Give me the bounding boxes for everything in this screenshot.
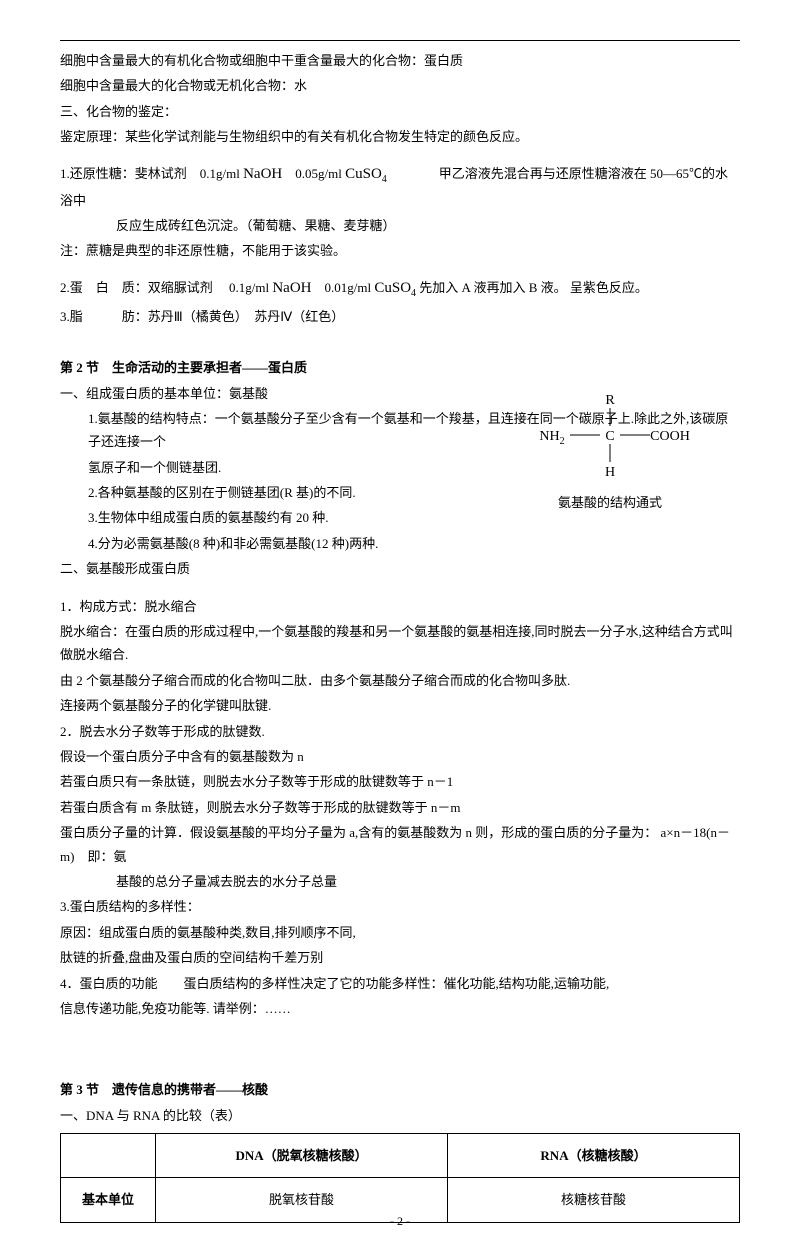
table-col2-header: DNA（脱氧核糖核酸） — [156, 1134, 448, 1178]
page-number: - 2 - — [0, 1211, 800, 1233]
table-col1-header — [61, 1134, 156, 1178]
item1-note: 注：蔗糖是典型的非还原性糖，不能用于该实验。 — [60, 239, 740, 262]
sec2-body10: 3.蛋白质结构的多样性： — [60, 895, 740, 918]
sec2-body12: 肽链的折叠,盘曲及蛋白质的空间结构千差万别 — [60, 946, 740, 969]
formula-nh2-label: NH2 — [539, 429, 564, 447]
table-header-row: DNA（脱氧核糖核酸） RNA（核糖核酸） — [61, 1134, 740, 1178]
sec2-body3: 由 2 个氨基酸分子缩合而成的化合物叫二肽．由多个氨基酸分子缩合而成的化合物叫多… — [60, 669, 740, 692]
sec2-p2-title: 二、氨基酸形成蛋白质 — [60, 557, 740, 580]
amino-acid-formula-box: R NH2 C COOH H 氨基酸的结构通式 — [520, 390, 700, 515]
sec2-body6: 假设一个蛋白质分子中含有的氨基酸数为 n — [60, 745, 740, 768]
sec2-body8: 若蛋白质含有 m 条肽链，则脱去水分子数等于形成的肽键数等于 n－m — [60, 796, 740, 819]
sec3-subtitle: 一、DNA 与 RNA 的比较（表） — [60, 1104, 740, 1127]
sec2-body14: 信息传递功能,免疫功能等. 请举例：…… — [60, 997, 740, 1020]
sec2-body11: 原因：组成蛋白质的氨基酸种类,数目,排列顺序不同, — [60, 921, 740, 944]
item1-text-b: 0.05g/ml — [282, 166, 345, 181]
item2-text-c: 先加入 A 液再加入 B 液。 呈紫色反应。 — [416, 280, 648, 295]
naoh-formula2: NaOH — [272, 280, 311, 296]
amino-acid-structure-icon: R NH2 C COOH H — [530, 390, 690, 480]
item1-text-a: 1.还原性糖：斐林试剂 0.1g/ml — [60, 166, 243, 181]
intro-line3: 三、化合物的鉴定： — [60, 100, 740, 123]
table-col3-header: RNA（核糖核酸） — [448, 1134, 740, 1178]
cuso4-formula: CuSO4 — [345, 166, 387, 182]
section3-title: 第 3 节 遗传信息的携带者——核酸 — [60, 1078, 740, 1101]
item1-cont: 反应生成砖红色沉淀。（葡萄糖、果糖、麦芽糖） — [60, 214, 740, 237]
formula-cooh-label: COOH — [650, 429, 690, 444]
intro-line1: 细胞中含量最大的有机化合物或细胞中干重含量最大的化合物：蛋白质 — [60, 49, 740, 72]
sec2-body9: 蛋白质分子量的计算．假设氨基酸的平均分子量为 a,含有的氨基酸数为 n 则，形成… — [60, 821, 740, 868]
sec2-p1-4: 4.分为必需氨基酸(8 种)和非必需氨基酸(12 种)两种. — [60, 532, 740, 555]
sec2-body9b: 基酸的总分子量减去脱去的水分子总量 — [60, 870, 740, 893]
sec2-body13: 4．蛋白质的功能 蛋白质结构的多样性决定了它的功能多样性：催化功能,结构功能,运… — [60, 972, 740, 995]
formula-caption: 氨基酸的结构通式 — [520, 491, 700, 514]
section2-title: 第 2 节 生命活动的主要承担者——蛋白质 — [60, 356, 740, 379]
cuso4-formula2: CuSO4 — [374, 280, 416, 296]
formula-r-label: R — [605, 393, 615, 408]
identify-item3: 3.脂 肪：苏丹Ⅲ（橘黄色） 苏丹Ⅳ（红色） — [60, 305, 740, 328]
intro-line4: 鉴定原理：某些化学试剂能与生物组织中的有关有机化合物发生特定的颜色反应。 — [60, 125, 740, 148]
sec2-body1: 1．构成方式：脱水缩合 — [60, 595, 740, 618]
item2-text-b: 0.01g/ml — [312, 280, 375, 295]
formula-c-label: C — [605, 429, 614, 444]
item2-text-a: 2.蛋 白 质：双缩脲试剂 0.1g/ml — [60, 280, 272, 295]
intro-line2: 细胞中含量最大的化合物或无机化合物：水 — [60, 74, 740, 97]
sec2-body5: 2．脱去水分子数等于形成的肽键数. — [60, 720, 740, 743]
dna-rna-table: DNA（脱氧核糖核酸） RNA（核糖核酸） 基本单位 脱氧核苷酸 核糖核苷酸 — [60, 1133, 740, 1223]
sec2-body2: 脱水缩合：在蛋白质的形成过程中,一个氨基酸的羧基和另一个氨基酸的氨基相连接,同时… — [60, 620, 740, 667]
sec2-body4: 连接两个氨基酸分子的化学键叫肽键. — [60, 694, 740, 717]
formula-h-label: H — [605, 465, 615, 480]
identify-item1: 1.还原性糖：斐林试剂 0.1g/ml NaOH 0.05g/ml CuSO4 … — [60, 161, 740, 212]
naoh-formula: NaOH — [243, 166, 282, 182]
sec2-body7: 若蛋白质只有一条肽链，则脱去水分子数等于形成的肽键数等于 n－1 — [60, 770, 740, 793]
identify-item2: 2.蛋 白 质：双缩脲试剂 0.1g/ml NaOH 0.01g/ml CuSO… — [60, 275, 740, 303]
